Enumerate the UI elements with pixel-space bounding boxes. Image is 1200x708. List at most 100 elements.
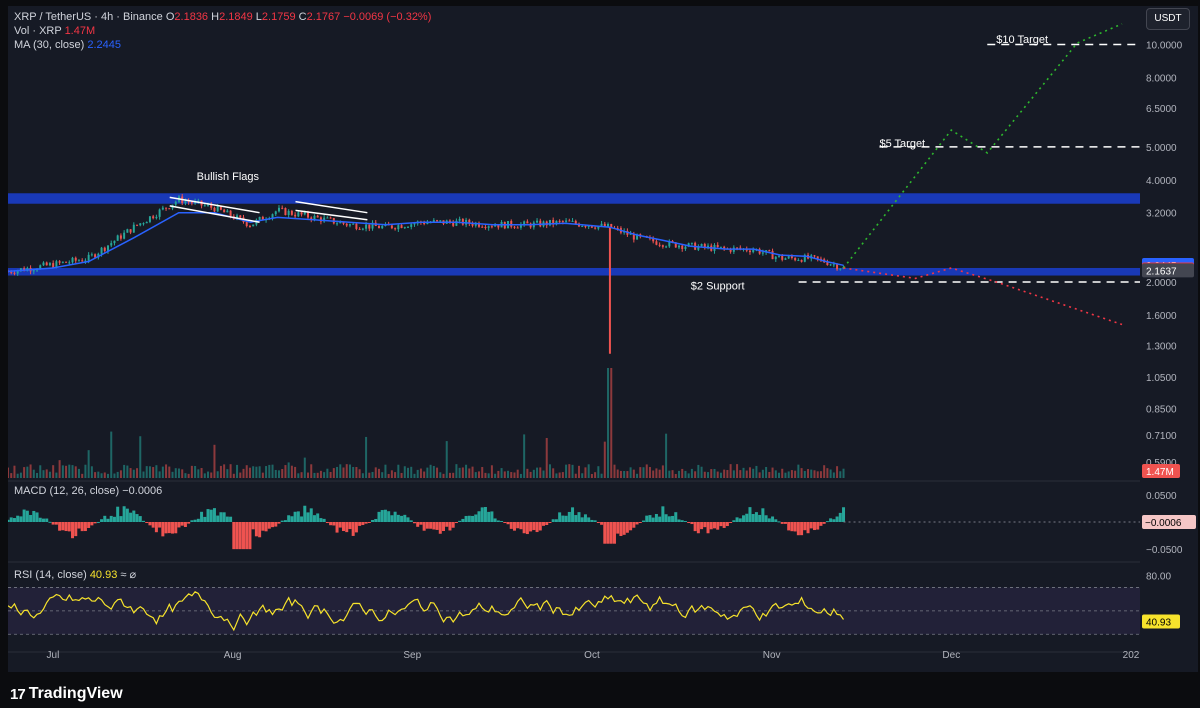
macd-bar [738, 518, 742, 522]
candle-body [61, 261, 64, 263]
volume-bar [726, 470, 729, 478]
volume-bar [236, 464, 239, 478]
volume-bar [23, 467, 26, 478]
volume-bar [281, 468, 284, 478]
price-axis-tick: 10.0000 [1146, 41, 1183, 52]
volume-bar [594, 472, 597, 478]
volume-bar [55, 472, 58, 478]
macd-bar [745, 513, 749, 522]
volume-bar [529, 471, 532, 478]
macd-bar [67, 522, 71, 532]
macd-bar [483, 507, 487, 522]
volume-bar [716, 471, 719, 478]
macd-bar [254, 522, 258, 537]
candle-body [152, 216, 155, 219]
currency-button[interactable]: USDT [1146, 8, 1190, 30]
candle-body [39, 265, 42, 270]
macd-bar [632, 522, 636, 528]
candle-body [690, 242, 693, 244]
volume-bar [455, 464, 458, 478]
macd-axis-tick: 0.0500 [1146, 491, 1177, 502]
candle-body [716, 244, 719, 248]
volume-bar [619, 470, 622, 478]
macd-bar [219, 512, 223, 522]
macd-bar [122, 506, 126, 522]
volume-bar [555, 473, 558, 478]
volume-bar [645, 464, 648, 478]
volume-bar [561, 472, 564, 478]
candle-body [536, 220, 539, 223]
macd-bar [742, 515, 746, 522]
macd-bar [180, 522, 184, 526]
candle-body [723, 246, 726, 249]
volume-bar [142, 471, 145, 478]
candle-body [216, 205, 219, 212]
time-axis-tick: Jul [47, 650, 60, 661]
candle-body [584, 226, 587, 228]
candle-body [748, 250, 751, 253]
chart-panel[interactable]: Bullish Flags $2 Support $5 Target $10 Targ… [8, 6, 1141, 672]
macd-bar [642, 520, 646, 522]
volume-bar [613, 464, 616, 478]
macd-bar [748, 507, 752, 522]
macd-bar [229, 516, 233, 522]
candle-body [832, 264, 835, 266]
price-axis-canvas[interactable]: 10.0000 8.0000 6.5000 5.0000 4.0000 3.2000 2.0… [1140, 6, 1198, 672]
macd-bar [209, 509, 213, 522]
candle-body [190, 202, 193, 204]
candle-body [526, 221, 529, 224]
macd-bar [332, 522, 336, 526]
candle-body [407, 226, 410, 228]
macd-bar [48, 521, 52, 523]
candle-body [697, 246, 700, 250]
volume-bar [684, 470, 687, 478]
macd-bar [296, 511, 300, 522]
volume-bar [826, 468, 829, 478]
volume-bar [732, 470, 735, 478]
chart-canvas[interactable]: Bullish Flags $2 Support $5 Target $10 Targ… [8, 6, 1140, 672]
macd-bar [309, 508, 313, 522]
macd-bar [790, 522, 794, 532]
candle-body [329, 217, 332, 219]
candle-body [397, 225, 400, 230]
macd-bar [277, 522, 281, 524]
macd-bar [622, 522, 626, 535]
candle-body [787, 256, 790, 259]
volume-bar [423, 471, 426, 478]
candle-body [213, 207, 216, 212]
volume-bar [10, 473, 13, 478]
volume-bar [94, 472, 97, 478]
volume-bar [119, 470, 122, 478]
candle-body [161, 207, 164, 210]
macd-bar [464, 515, 468, 522]
macd-bar [574, 515, 578, 522]
candle-body [552, 219, 555, 225]
volume-bar [839, 471, 842, 478]
candle-body [423, 222, 426, 225]
candle-body [661, 245, 664, 247]
volume-bar [29, 464, 32, 478]
volume-bar [97, 471, 100, 478]
macd-bar [735, 517, 739, 522]
volume-bar [532, 469, 535, 478]
volume-bar [136, 468, 139, 478]
macd-bar [129, 512, 133, 522]
macd-bar [251, 522, 255, 530]
candle-body [826, 262, 829, 266]
volume-bar [416, 469, 419, 478]
macd-bar [448, 522, 452, 531]
bearish-projection [843, 267, 1123, 326]
macd-bar [54, 522, 58, 525]
volume-bar [677, 470, 680, 478]
close-value: 2.1767 [306, 11, 341, 23]
macd-bar [354, 522, 358, 533]
macd-bar [551, 519, 555, 522]
tradingview-logo[interactable]: 17 TradingView [10, 684, 123, 704]
candle-body [87, 254, 90, 261]
macd-bar [832, 519, 836, 522]
price-axis[interactable]: 10.0000 8.0000 6.5000 5.0000 4.0000 3.2000 2.0… [1140, 6, 1198, 672]
macd-bar [96, 521, 100, 523]
macd-bar [358, 522, 362, 526]
macd-bar [842, 507, 846, 522]
volume-bar [829, 469, 832, 478]
